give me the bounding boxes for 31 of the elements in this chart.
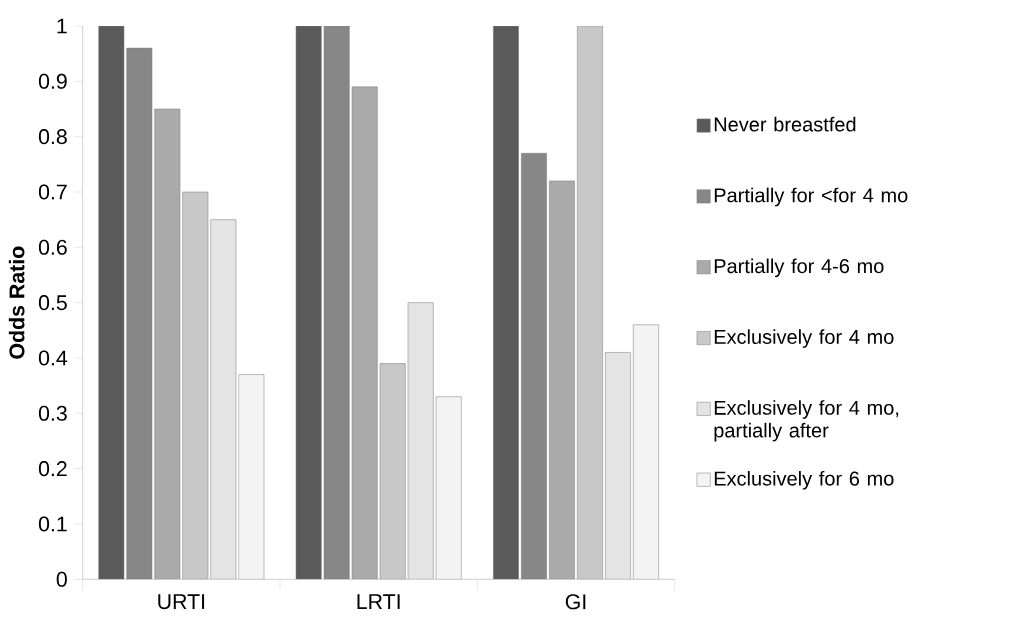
bar bbox=[493, 25, 519, 580]
bar bbox=[210, 219, 237, 580]
bar bbox=[521, 152, 547, 580]
y-tick-label: 0.6 bbox=[38, 239, 67, 255]
y-tick-label: 0.3 bbox=[38, 405, 67, 421]
y-tick-label: 1 bbox=[57, 18, 67, 34]
x-tick-label: URTI bbox=[158, 594, 205, 610]
y-tick-label: 0 bbox=[56, 571, 67, 587]
legend-label: Partially for 4-6 mo bbox=[714, 258, 884, 278]
y-tick-label: 0.9 bbox=[38, 73, 67, 89]
legend-label: Never breastfed bbox=[714, 116, 856, 132]
legend-label: Exclusively for 4 mo bbox=[714, 329, 894, 348]
legend-label: Exclusively for 6 mo bbox=[714, 470, 894, 490]
legend-label: Exclusively for 4 mo, partially after bbox=[714, 400, 899, 442]
bar bbox=[577, 25, 603, 580]
y-tick-label: 0.1 bbox=[38, 516, 67, 532]
y-axis-title: Odds Ratio bbox=[8, 246, 25, 359]
y-tick-label: 0.7 bbox=[38, 184, 67, 200]
bar bbox=[238, 374, 265, 580]
bar bbox=[549, 180, 575, 580]
bar bbox=[182, 191, 209, 580]
x-tick-label: GI bbox=[565, 594, 586, 610]
bar bbox=[407, 302, 434, 580]
y-tick-label: 0.4 bbox=[38, 350, 68, 366]
x-tick-label: LRTI bbox=[357, 594, 400, 609]
y-tick-label: 0.8 bbox=[38, 129, 67, 145]
y-tick-label: 0.2 bbox=[38, 461, 67, 477]
bar bbox=[633, 324, 659, 580]
y-tick-label: 0.5 bbox=[38, 295, 67, 311]
bar bbox=[605, 352, 631, 580]
legend-label: Partially for <for 4 mo bbox=[714, 187, 908, 207]
